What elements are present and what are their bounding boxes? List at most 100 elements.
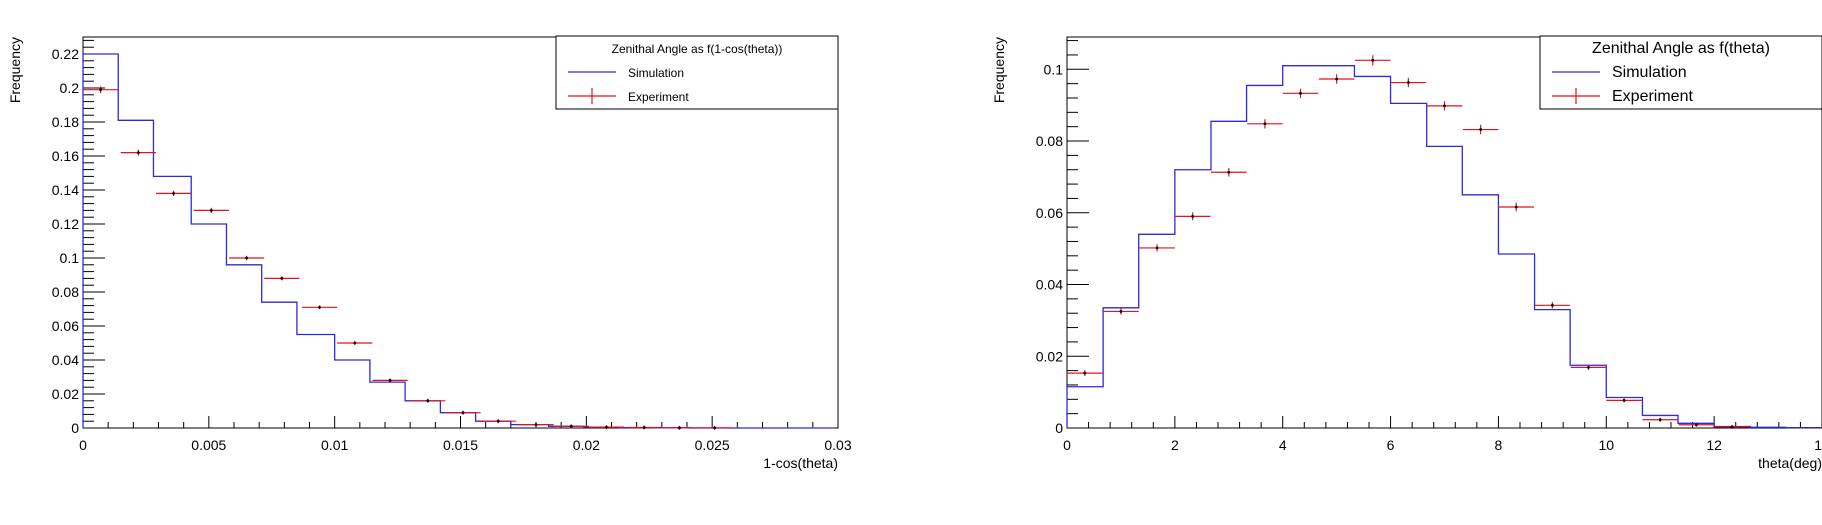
y-tick-label: 0.02 — [52, 386, 79, 402]
experiment-point — [410, 398, 446, 403]
legend-experiment-label: Experiment — [1612, 88, 1693, 105]
y-tick-label: 0.2 — [60, 80, 80, 96]
y-tick-label: 0.06 — [1036, 205, 1063, 221]
y-tick-label: 0.14 — [52, 182, 79, 198]
experiment-marker — [678, 426, 681, 430]
y-tick-label: 0.16 — [52, 148, 79, 164]
experiment-marker — [1191, 214, 1195, 218]
experiment-marker — [388, 379, 392, 382]
experiment-point — [1103, 308, 1139, 315]
experiment-marker — [1514, 205, 1518, 209]
y-tick-label: 0 — [1055, 420, 1063, 436]
experiment-marker — [245, 256, 248, 260]
y-tick-label: 0.1 — [60, 250, 80, 266]
chart-title: Zenithal Angle as f(theta) — [1592, 40, 1770, 57]
experiment-point — [1210, 167, 1247, 177]
y-tick-label: 0.08 — [52, 284, 79, 300]
experiment-marker — [642, 426, 646, 429]
experiment-point — [193, 207, 229, 213]
experiment-point — [1354, 55, 1391, 66]
x-tick-label: 2 — [1171, 437, 1179, 453]
experiment-point — [1642, 417, 1679, 422]
x-tick-label: 0.015 — [443, 437, 478, 453]
legend-simulation-label: Simulation — [1612, 64, 1687, 81]
experiment-marker — [172, 192, 176, 195]
experiment-point — [1534, 302, 1571, 309]
y-tick-label: 0.1 — [1044, 61, 1064, 77]
x-tick-label: 0 — [79, 437, 87, 453]
experiment-marker — [496, 419, 500, 423]
experiment-point — [1282, 88, 1319, 98]
x-tick-label: 10 — [1598, 437, 1614, 453]
y-axis-title: Frequency — [7, 37, 23, 103]
y-tick-label: 0.12 — [52, 216, 79, 232]
experiment-marker — [280, 277, 284, 280]
x-tick-label: 0.005 — [191, 437, 226, 453]
plot-frame — [1066, 36, 1822, 429]
experiment-point — [372, 378, 408, 383]
experiment-point — [1174, 212, 1211, 221]
experiment-marker — [713, 426, 717, 430]
experiment-marker — [1299, 91, 1302, 95]
experiment-marker — [1550, 303, 1554, 307]
simulation-histogram — [1066, 65, 1822, 429]
x-axis-title: theta(deg) — [1758, 455, 1822, 471]
legend: Zenithal Angle as f(theta) Simulation Expe… — [1539, 35, 1822, 110]
experiment-marker — [1083, 371, 1087, 375]
x-tick-label: 0.025 — [695, 437, 730, 453]
legend: Zenithal Angle as f(1-cos(theta)) Simulat… — [555, 35, 839, 110]
experiment-marker — [1730, 425, 1734, 429]
experiment-marker — [318, 305, 321, 309]
experiment-point — [1426, 101, 1463, 111]
experiment-point — [1318, 74, 1355, 84]
experiment-marker — [1694, 423, 1698, 427]
experiment-point — [1570, 364, 1607, 370]
y-tick-label: 0 — [71, 420, 79, 436]
experiment-point — [120, 149, 156, 156]
experiment-marker — [569, 424, 573, 428]
experiment-marker — [99, 88, 103, 92]
experiment-marker — [353, 341, 357, 345]
simulation-histogram — [82, 53, 833, 429]
experiment-point — [1067, 370, 1103, 376]
experiment-marker — [1406, 81, 1410, 84]
x-tick-label: 0 — [1063, 437, 1071, 453]
experiment-point — [445, 410, 481, 415]
experiment-marker — [1263, 122, 1267, 126]
experiment-point — [301, 305, 338, 310]
y-tick-label: 0.04 — [1036, 277, 1063, 293]
experiment-marker — [1371, 58, 1375, 62]
experiment-point — [1498, 202, 1535, 212]
chart-panel-1: 0 0.02 0.04 0.06 0.08 0.1 0.12 0.14 0.16 0.18 0.2 0… — [7, 35, 852, 471]
x-tick-label: 0.03 — [824, 437, 851, 453]
experiment-marker — [1119, 310, 1123, 313]
experiment-point — [83, 86, 119, 94]
experiment-marker — [1479, 128, 1483, 131]
experiment-point — [553, 424, 589, 429]
experiment-point — [1390, 77, 1427, 88]
legend-experiment-label: Experiment — [628, 90, 689, 104]
experiment-marker — [1443, 104, 1446, 108]
legend-simulation-label: Simulation — [628, 66, 684, 80]
chart-title: Zenithal Angle as f(1-cos(theta)) — [612, 42, 783, 56]
y-axis-title: Frequency — [991, 37, 1007, 103]
experiment-point — [1606, 398, 1642, 403]
experiment-marker — [605, 425, 608, 429]
y-tick-label: 0.02 — [1036, 348, 1063, 364]
experiment-marker — [1335, 77, 1339, 81]
experiment-marker — [1155, 246, 1159, 250]
y-tick-label: 0.18 — [52, 114, 79, 130]
experiment-marker — [136, 151, 140, 155]
x-tick-label: 0.02 — [573, 437, 600, 453]
experiment-point — [588, 425, 625, 430]
x-tick-label: 8 — [1495, 437, 1503, 453]
experiment-marker — [534, 423, 538, 426]
experiment-point — [1139, 244, 1175, 252]
x-tick-label: 12 — [1706, 437, 1722, 453]
experiment-marker — [209, 209, 213, 212]
x-tick-label: 6 — [1387, 437, 1395, 453]
experiment-point — [661, 425, 698, 430]
experiment-point — [1714, 424, 1750, 429]
experiment-point — [228, 255, 265, 261]
